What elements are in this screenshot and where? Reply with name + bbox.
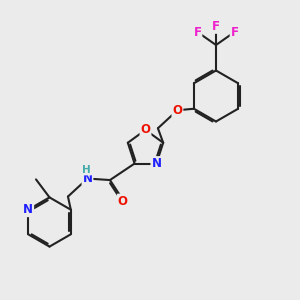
Text: N: N xyxy=(152,157,161,170)
Text: O: O xyxy=(118,194,128,208)
Text: H: H xyxy=(82,164,91,175)
Text: F: F xyxy=(212,20,220,33)
Text: F: F xyxy=(194,26,201,40)
Text: N: N xyxy=(23,203,33,216)
Text: O: O xyxy=(172,104,182,117)
Text: F: F xyxy=(231,26,239,40)
Text: O: O xyxy=(140,123,151,136)
Text: N: N xyxy=(82,172,92,185)
